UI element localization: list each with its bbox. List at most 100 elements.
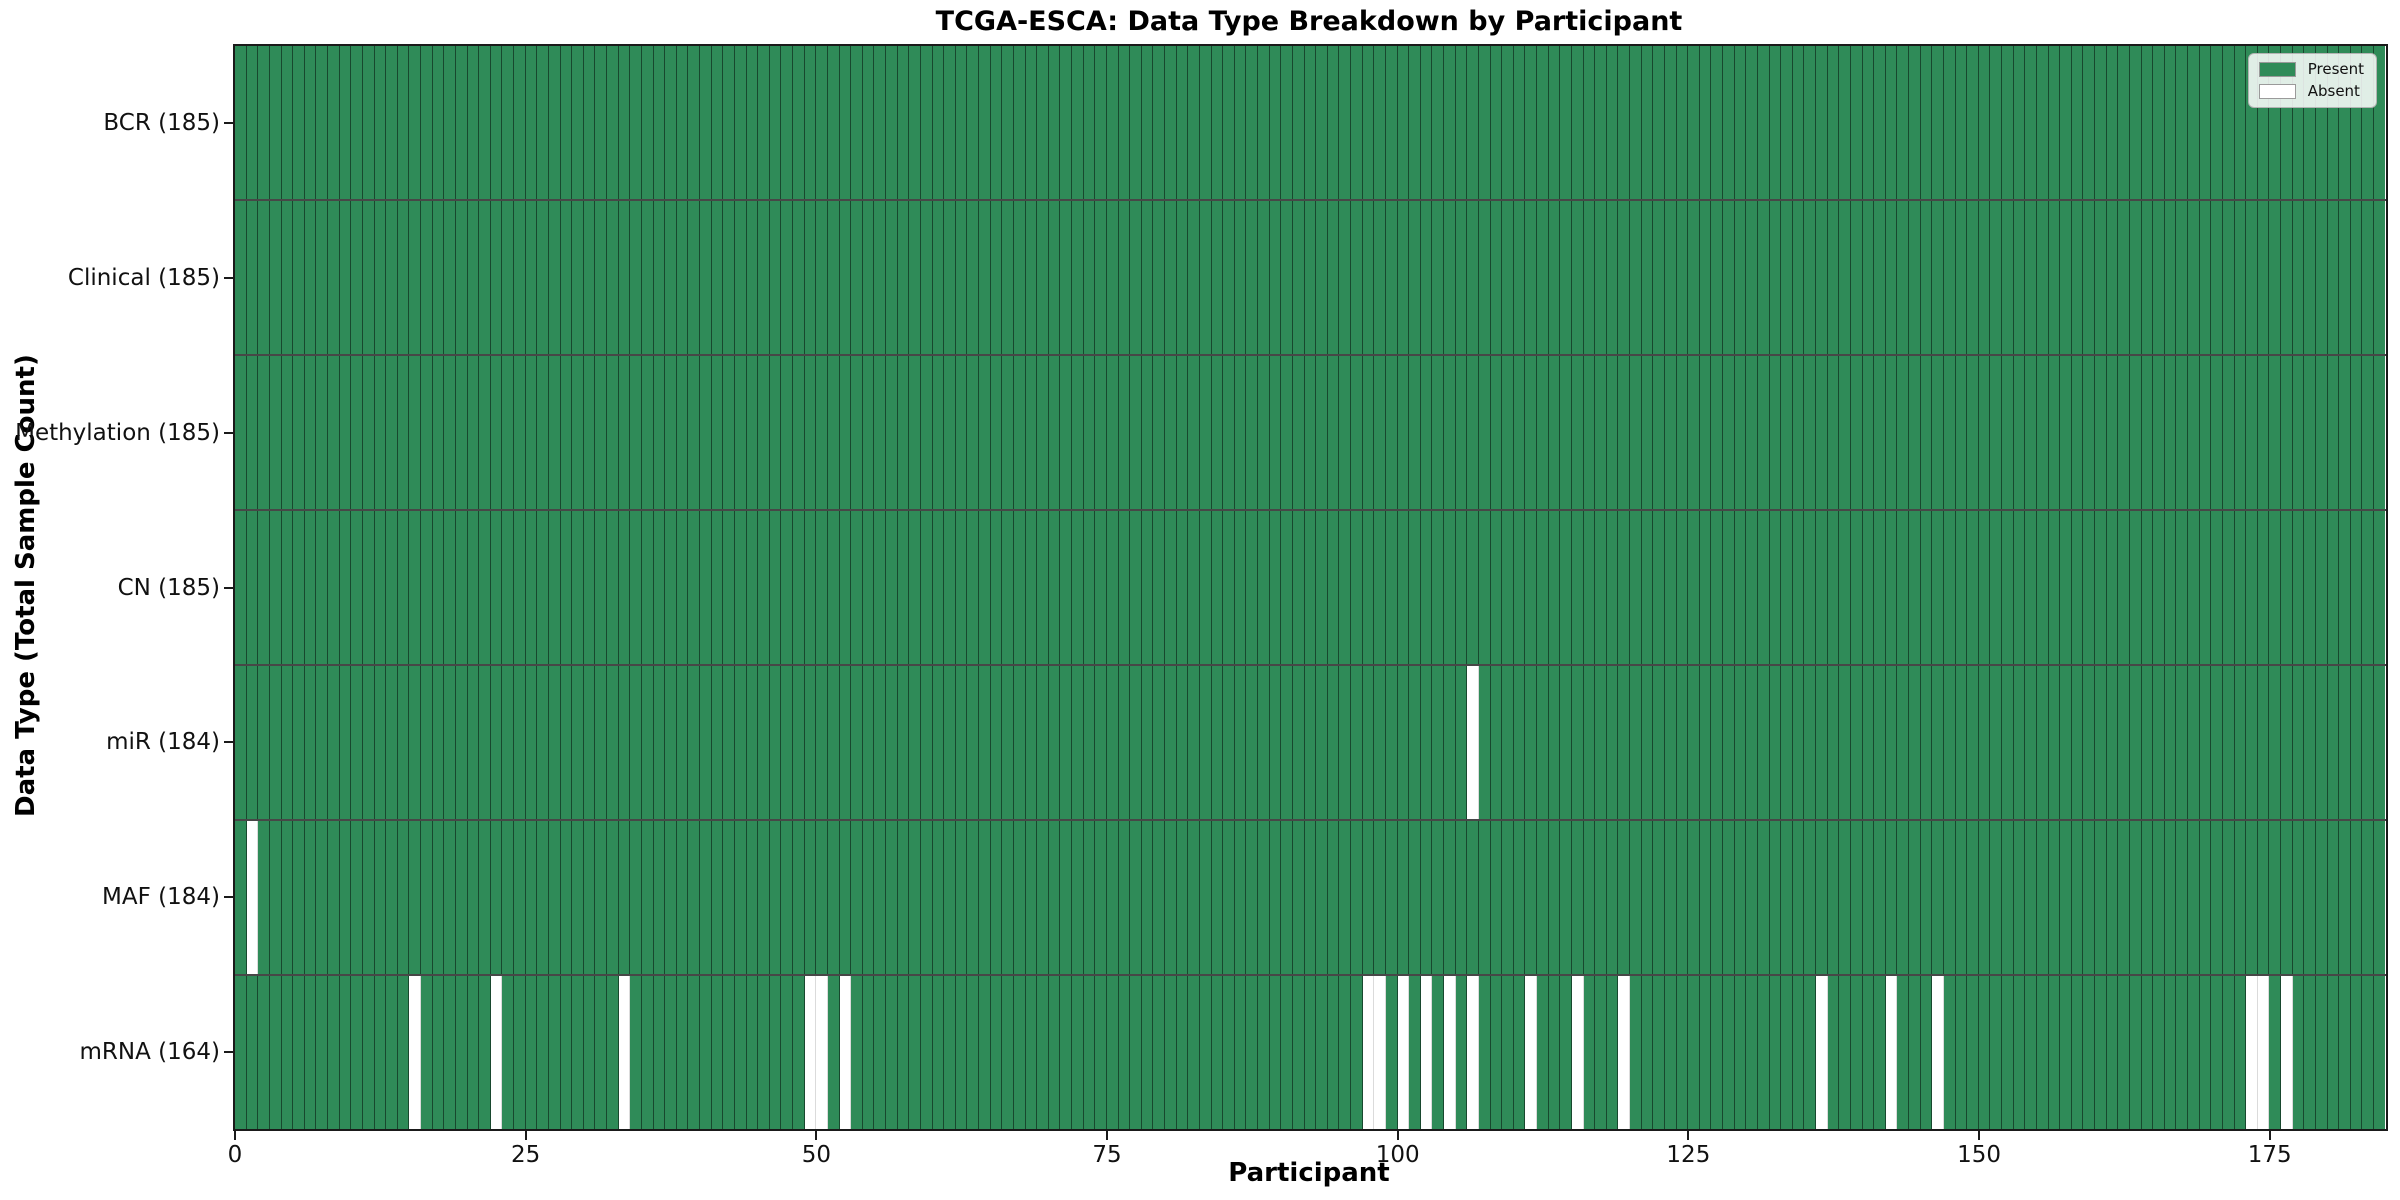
- cell-BCR-63: [967, 46, 979, 199]
- cell-miR-98: [1374, 666, 1386, 819]
- cell-mRNA-165: [2153, 976, 2165, 1129]
- cell-Methylation-119: [1618, 356, 1630, 509]
- cell-Methylation-78: [1141, 356, 1154, 509]
- cell-BCR-106: [1467, 46, 1479, 199]
- cell-BCR-139: [1850, 46, 1863, 199]
- cell-CN-70: [1048, 511, 1061, 664]
- cell-Methylation-139: [1850, 356, 1863, 509]
- cell-Clinical-21: [479, 201, 491, 354]
- cell-BCR-55: [874, 46, 886, 199]
- cell-BCR-162: [2118, 46, 2130, 199]
- cell-MAF-110: [1513, 821, 1526, 974]
- x-tick-mark-50: [815, 1131, 818, 1140]
- cell-CN-73: [1083, 511, 1096, 664]
- cell-Clinical-87: [1246, 201, 1258, 354]
- cell-Clinical-90: [1281, 201, 1293, 354]
- cell-MAF-131: [1757, 821, 1770, 974]
- cell-miR-90: [1281, 666, 1293, 819]
- cell-miR-6: [304, 666, 317, 819]
- cell-miR-136: [1816, 666, 1828, 819]
- cell-CN-36: [653, 511, 666, 664]
- cell-Methylation-49: [804, 356, 817, 509]
- cell-CN-57: [897, 511, 910, 664]
- cell-CN-149: [1967, 511, 1979, 664]
- cell-miR-1: [246, 666, 259, 819]
- cell-MAF-175: [2269, 821, 2281, 974]
- cell-Clinical-103: [1432, 201, 1444, 354]
- cell-miR-30: [583, 666, 596, 819]
- cell-mRNA-0: [235, 976, 247, 1129]
- cell-miR-158: [2071, 666, 2084, 819]
- cell-MAF-39: [688, 821, 700, 974]
- x-tick-mark-0: [234, 1131, 236, 1140]
- cell-mRNA-173: [2246, 976, 2258, 1129]
- cell-CN-46: [769, 511, 782, 664]
- cell-BCR-136: [1816, 46, 1828, 199]
- cell-BCR-132: [1769, 46, 1782, 199]
- cell-mRNA-5: [293, 976, 305, 1129]
- cell-MAF-163: [2129, 821, 2142, 974]
- cell-miR-161: [2106, 666, 2119, 819]
- cell-CN-19: [455, 511, 468, 664]
- cell-BCR-178: [2304, 46, 2316, 199]
- cell-MAF-26: [537, 821, 549, 974]
- cell-CN-113: [1548, 511, 1561, 664]
- cell-MAF-157: [2060, 821, 2072, 974]
- y-tick-label-MAF: MAF (184): [102, 883, 220, 910]
- cell-miR-61: [944, 666, 956, 819]
- cell-Clinical-1: [246, 201, 259, 354]
- cell-miR-138: [1839, 666, 1851, 819]
- cell-Clinical-100: [1397, 201, 1410, 354]
- cell-BCR-157: [2060, 46, 2072, 199]
- absent-swatch-icon: [2258, 84, 2296, 99]
- cell-CN-181: [2339, 511, 2351, 664]
- cell-BCR-50: [816, 46, 828, 199]
- cell-CN-28: [560, 511, 573, 664]
- cell-miR-108: [1490, 666, 1503, 819]
- cell-Clinical-102: [1420, 201, 1433, 354]
- cell-miR-153: [2013, 666, 2026, 819]
- cell-miR-114: [1560, 666, 1572, 819]
- cell-Methylation-80: [1165, 356, 1177, 509]
- cell-Clinical-8: [328, 201, 340, 354]
- cell-mRNA-102: [1420, 976, 1433, 1129]
- cell-Clinical-73: [1083, 201, 1096, 354]
- cell-miR-84: [1211, 666, 1224, 819]
- cell-mRNA-24: [514, 976, 526, 1129]
- cell-mRNA-159: [2083, 976, 2095, 1129]
- cell-Methylation-181: [2339, 356, 2351, 509]
- y-tick-mark-BCR: [224, 122, 233, 125]
- cell-Methylation-145: [1920, 356, 1933, 509]
- cell-CN-104: [1444, 511, 1456, 664]
- cell-MAF-135: [1804, 821, 1816, 974]
- cell-BCR-102: [1420, 46, 1433, 199]
- cell-mRNA-20: [467, 976, 480, 1129]
- cell-Methylation-31: [595, 356, 607, 509]
- cell-BCR-166: [2164, 46, 2177, 199]
- cell-CN-153: [2013, 511, 2026, 664]
- cell-BCR-22: [490, 46, 503, 199]
- cell-CN-61: [944, 511, 956, 664]
- cell-mRNA-53: [851, 976, 863, 1129]
- cell-Clinical-59: [920, 201, 933, 354]
- cell-BCR-169: [2199, 46, 2212, 199]
- cell-Clinical-56: [886, 201, 898, 354]
- y-tick-mark-Methylation: [224, 431, 233, 434]
- cell-miR-80: [1165, 666, 1177, 819]
- cell-CN-167: [2176, 511, 2188, 664]
- cell-mRNA-156: [2048, 976, 2061, 1129]
- cell-BCR-14: [397, 46, 410, 199]
- cell-MAF-128: [1723, 821, 1735, 974]
- cell-Methylation-132: [1769, 356, 1782, 509]
- cell-Methylation-168: [2188, 356, 2200, 509]
- cell-CN-58: [909, 511, 921, 664]
- cell-Methylation-10: [351, 356, 363, 509]
- cell-Methylation-6: [304, 356, 317, 509]
- y-tick-label-BCR: BCR (185): [103, 110, 220, 137]
- cell-Methylation-126: [1699, 356, 1712, 509]
- cell-Clinical-138: [1839, 201, 1851, 354]
- cell-Methylation-63: [967, 356, 979, 509]
- cell-Clinical-159: [2083, 201, 2095, 354]
- cell-mRNA-51: [827, 976, 840, 1129]
- cell-CN-102: [1420, 511, 1433, 664]
